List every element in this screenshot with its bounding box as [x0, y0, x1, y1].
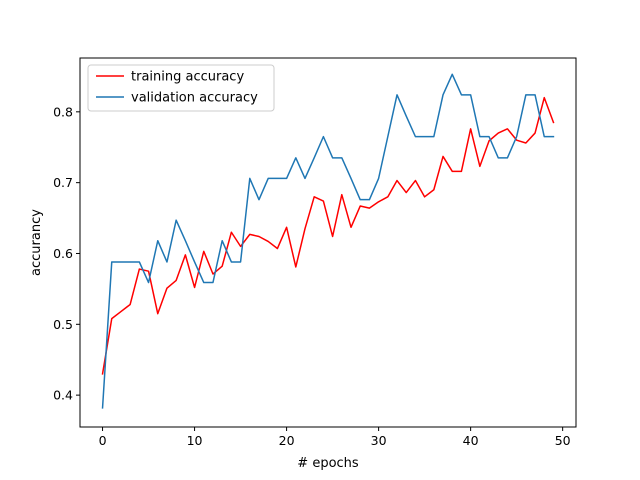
legend-label-training: training accuracy [131, 70, 244, 85]
y-tick-label: 0.7 [53, 175, 73, 190]
legend: training accuracy validation accuracy [87, 64, 275, 112]
axes-frame [79, 57, 577, 428]
series-line-training-accuracy [101, 96, 555, 375]
y-tick-label: 0.6 [53, 246, 73, 261]
x-tick-label: 0 [99, 433, 107, 448]
y-tick-label: 0.4 [53, 388, 73, 403]
legend-box [87, 64, 275, 112]
y-tick-label: 0.8 [53, 104, 73, 119]
series-line-validation-accuracy [101, 73, 555, 409]
legend-label-validation: validation accuracy [131, 91, 258, 106]
x-tick-label: 50 [555, 433, 571, 448]
x-tick-label: 10 [187, 433, 203, 448]
y-tick-label: 0.5 [53, 317, 73, 332]
x-tick-label: 20 [279, 433, 295, 448]
x-axis-title: # epochs [297, 456, 359, 471]
x-tick-label: 30 [371, 433, 387, 448]
x-axis: 0 10 20 30 40 50 [99, 427, 571, 448]
x-tick-label: 40 [463, 433, 479, 448]
y-axis-title: accurancy [29, 209, 44, 276]
plot-area [101, 73, 555, 409]
y-axis: 0.4 0.5 0.6 0.7 0.8 [53, 104, 80, 403]
